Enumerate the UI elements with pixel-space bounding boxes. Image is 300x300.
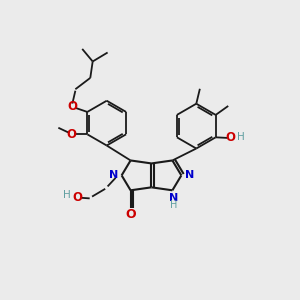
Text: H: H	[63, 190, 70, 200]
Text: O: O	[73, 191, 83, 204]
Text: O: O	[66, 128, 76, 141]
Text: H: H	[238, 132, 245, 142]
Text: N: N	[109, 170, 118, 180]
Text: O: O	[68, 100, 77, 113]
Text: O: O	[125, 208, 136, 221]
Text: O: O	[226, 131, 236, 144]
Text: N: N	[169, 193, 178, 203]
Text: H: H	[170, 200, 178, 210]
Text: N: N	[185, 170, 194, 180]
